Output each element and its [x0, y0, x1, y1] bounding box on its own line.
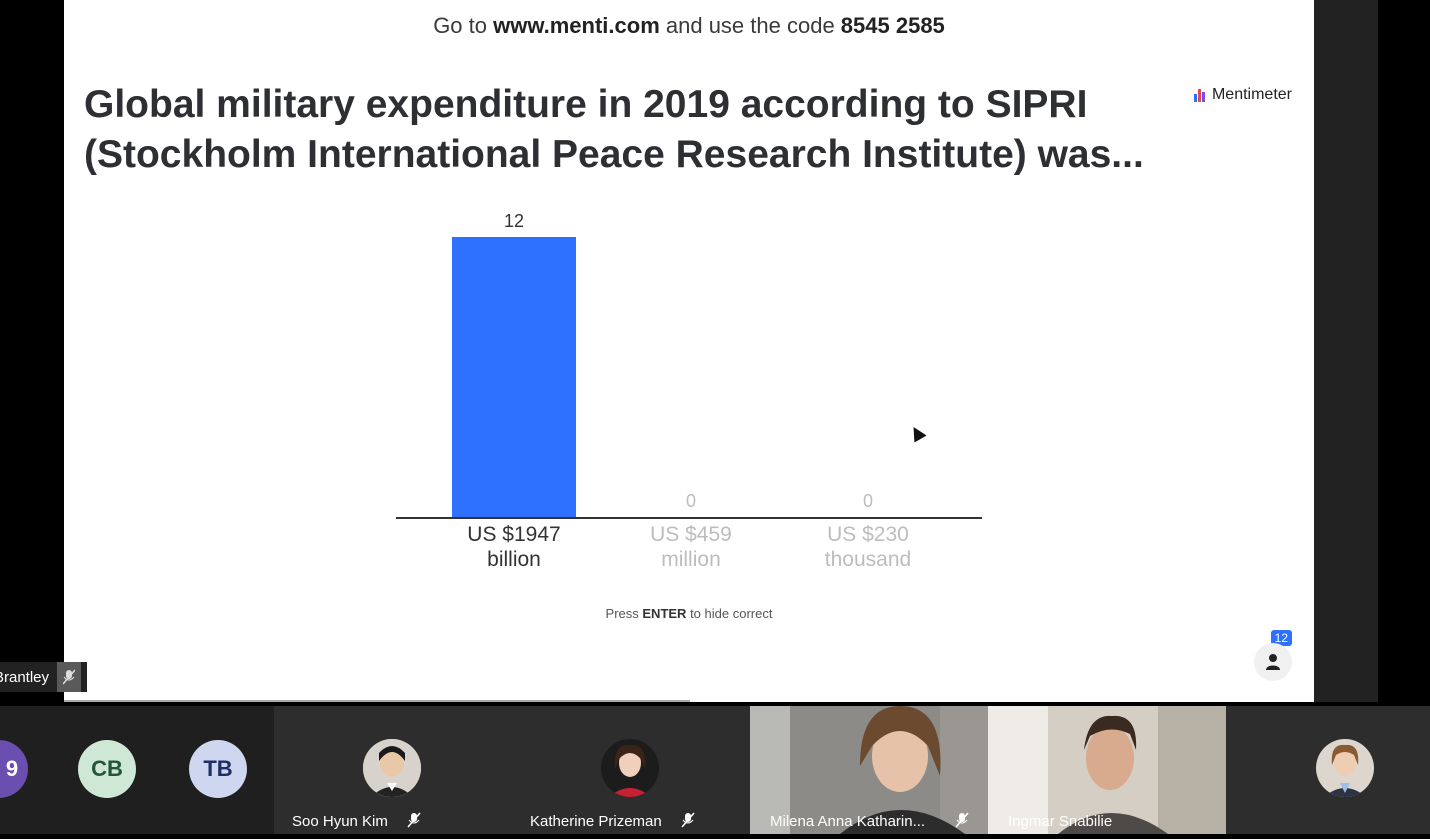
mic-muted-icon — [955, 812, 969, 828]
participant-video — [750, 706, 988, 834]
bar-value-label: 0 — [862, 491, 873, 511]
participant-tile[interactable]: Soo Hyun Kim — [274, 706, 512, 834]
participant-name: Milena Anna Katharin... — [770, 813, 926, 830]
participant-avatar: CB — [78, 740, 136, 798]
x-axis-line — [396, 517, 982, 519]
speaker-name-tag: Brantley — [0, 662, 88, 692]
join-url: www.menti.com — [493, 13, 660, 38]
presentation-slide: Go to www.menti.com and use the code 854… — [64, 0, 1314, 702]
avatar-initials: 9 — [5, 756, 19, 781]
participant-tile-initials[interactable]: 9 CB TB — [0, 706, 274, 834]
category-label: US $230 thousand — [783, 522, 953, 572]
join-instructions: Go to www.menti.com and use the code 854… — [64, 13, 1314, 39]
category-label-line-2: billion — [487, 548, 541, 571]
bar-value-label: 12 — [503, 211, 525, 231]
category-label-line-2: million — [661, 548, 721, 571]
category-label-line-2: thousand — [824, 548, 912, 571]
participant-tile[interactable] — [1226, 706, 1430, 834]
keyboard-hint: Press ENTER to hide correct — [64, 606, 1314, 621]
screen-right-edge — [1314, 0, 1378, 702]
category-label-line-1: US $230 — [827, 523, 909, 546]
participant-strip: 9 CB TB Soo Hyun Kim Katherine Prizeman … — [0, 706, 1430, 834]
title-line-2: (Stockholm International Peace Research … — [84, 133, 1144, 176]
participant-name: Katherine Prizeman — [530, 813, 662, 830]
title-line-1: Global military expenditure in 2019 acco… — [84, 83, 1088, 126]
responses-count-badge: 12 — [1270, 630, 1292, 646]
participant-avatar: TB — [189, 740, 247, 798]
category-label-line-1: US $459 — [650, 523, 732, 546]
participant-video — [988, 706, 1226, 834]
category-label: US $459 million — [606, 522, 776, 572]
join-prefix: Go to — [433, 13, 494, 38]
question-title: Global military expenditure in 2019 acco… — [84, 80, 1164, 180]
hint-prefix: Press — [605, 606, 643, 621]
avatar-initials: TB — [203, 756, 233, 781]
shared-screen: Go to www.menti.com and use the code 854… — [0, 0, 1378, 702]
responses-person-icon[interactable] — [1254, 643, 1292, 681]
bar-value-label: 0 — [685, 491, 696, 511]
participant-video-tile[interactable]: Ingmar Snabilie — [988, 706, 1226, 834]
mentimeter-logo-icon — [1193, 88, 1206, 102]
category-label-line-1: US $1947 — [467, 523, 561, 546]
speaker-name: Brantley — [0, 668, 50, 686]
mentimeter-logo: Mentimeter — [1193, 86, 1292, 104]
participant-name: Soo Hyun Kim — [292, 813, 388, 830]
avatar — [363, 739, 421, 797]
mic-muted-icon — [681, 812, 695, 828]
hint-key: ENTER — [642, 606, 687, 621]
brand-name: Mentimeter — [1211, 86, 1292, 103]
slide-progress-bar — [64, 700, 690, 702]
participant-avatar: 9 — [0, 740, 28, 798]
participant-video-tile[interactable]: Milena Anna Katharin... — [750, 706, 988, 834]
mic-muted-icon — [57, 662, 82, 692]
results-bar-chart: 12 US $1947 billion 0 US $459 million 0 US $230… — [394, 200, 994, 600]
avatar-initials: CB — [91, 756, 123, 781]
category-label: US $1947 billion — [429, 522, 599, 572]
participant-tile[interactable]: Katherine Prizeman — [512, 706, 750, 834]
bar-1 — [452, 237, 576, 517]
avatar — [601, 739, 659, 797]
avatar — [1316, 739, 1374, 797]
join-code: 8545 2585 — [840, 13, 945, 38]
participant-name: Ingmar Snabilie — [1008, 813, 1113, 830]
hint-suffix: to hide correct — [686, 606, 773, 621]
mic-muted-icon — [407, 812, 421, 828]
join-mid: and use the code — [659, 13, 841, 38]
